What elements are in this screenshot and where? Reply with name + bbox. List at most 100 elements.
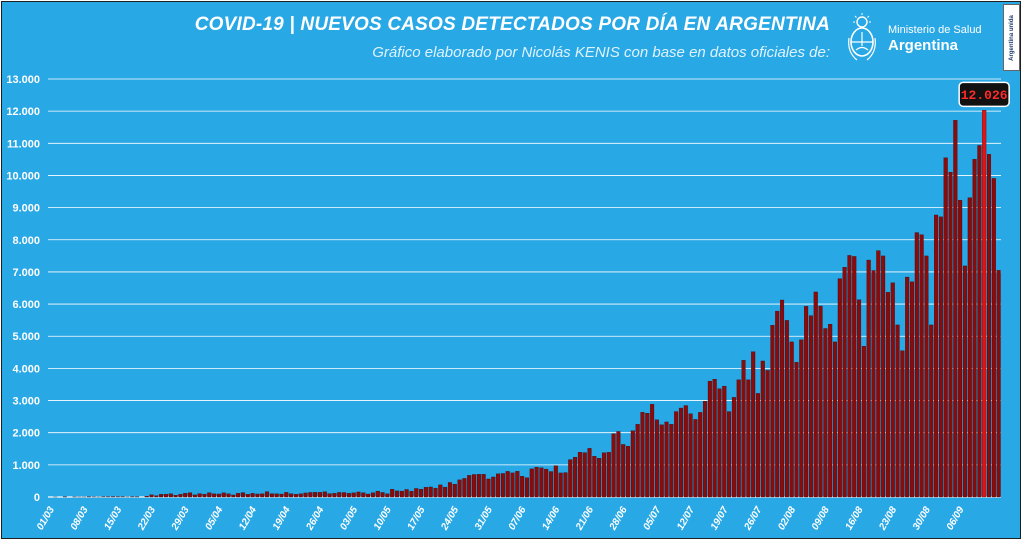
y-tick-label: 5.000 — [12, 331, 40, 343]
bar — [741, 360, 746, 498]
chart-title: COVID-19 | NUEVOS CASOS DETECTADOS POR D… — [194, 14, 830, 35]
bar — [967, 197, 972, 498]
bar — [226, 493, 231, 498]
bar — [298, 493, 303, 498]
bar — [491, 476, 496, 498]
bar — [385, 493, 390, 498]
x-tick-label: 16/08 — [844, 505, 866, 533]
bar — [626, 446, 631, 498]
y-tick-label: 11.000 — [7, 138, 40, 150]
x-tick-label: 05/04 — [203, 505, 225, 533]
bar — [818, 305, 823, 498]
bar — [866, 259, 871, 498]
bar — [674, 411, 679, 498]
bar — [953, 120, 958, 498]
bar — [900, 350, 905, 498]
bar — [885, 292, 890, 498]
bar — [669, 424, 674, 498]
bar — [524, 477, 529, 498]
x-tick-label: 02/08 — [776, 505, 798, 533]
bar — [289, 493, 294, 498]
x-tick-label: 15/03 — [102, 505, 124, 533]
x-tick-label: 17/05 — [406, 505, 428, 533]
y-tick-label: 0 — [34, 492, 40, 504]
bar — [231, 494, 236, 498]
bar — [784, 320, 789, 498]
bar — [500, 473, 505, 498]
y-tick-label: 3.000 — [12, 396, 40, 408]
bar — [919, 234, 924, 498]
bar — [240, 492, 245, 498]
bar — [356, 491, 361, 498]
bar — [438, 484, 443, 498]
bar — [659, 424, 664, 498]
bar — [476, 474, 481, 498]
bar — [837, 278, 842, 498]
bar — [192, 494, 197, 498]
bar — [380, 492, 385, 498]
bar — [202, 494, 207, 498]
bar — [370, 492, 375, 498]
brand-text: Argentina unida — [1008, 14, 1015, 61]
bar — [934, 214, 939, 498]
bar — [573, 456, 578, 498]
bar — [731, 397, 736, 498]
bar — [144, 496, 149, 498]
y-axis: 0 1.000 2.000 3.000 4.000 5.000 6.000 7.000 8.00… — [6, 74, 40, 504]
bar — [958, 200, 963, 498]
ministry-name: Ministerio de Salud — [888, 24, 982, 36]
x-tick-label: 12/07 — [675, 505, 697, 533]
bar — [938, 216, 943, 498]
bar — [520, 476, 525, 498]
bar — [168, 493, 173, 498]
x-tick-label: 01/03 — [35, 505, 57, 533]
bar — [876, 250, 881, 498]
bar — [746, 379, 751, 498]
bar — [159, 494, 164, 498]
bar — [221, 492, 226, 498]
bar — [765, 370, 770, 498]
x-tick-label: 21/06 — [574, 505, 597, 533]
bar — [236, 493, 241, 498]
bar — [924, 255, 929, 498]
bar — [683, 405, 688, 498]
bar — [943, 157, 948, 498]
bar — [587, 448, 592, 498]
bar — [207, 492, 212, 498]
bar — [173, 495, 178, 498]
x-tick-label: 06/09 — [945, 505, 967, 533]
bar — [808, 315, 813, 498]
bar — [467, 475, 472, 498]
bar — [337, 492, 342, 498]
bar — [592, 456, 597, 498]
bar — [419, 489, 424, 498]
bar — [972, 159, 977, 498]
y-tick-label: 2.000 — [12, 428, 40, 440]
bar — [457, 479, 462, 498]
bar — [804, 306, 809, 498]
bar — [717, 388, 722, 498]
bar — [279, 493, 284, 498]
bar — [351, 492, 356, 498]
bar — [510, 472, 515, 498]
bar — [303, 492, 308, 498]
ministry-logo: Ministerio de Salud Argentina — [845, 12, 995, 66]
bar — [269, 493, 274, 498]
x-tick-label: 31/05 — [473, 505, 495, 533]
x-tick-label: 07/06 — [507, 505, 529, 533]
bar — [375, 490, 380, 498]
bar — [693, 419, 698, 498]
bar — [789, 341, 794, 498]
bar — [505, 471, 510, 498]
bar — [529, 468, 534, 498]
bar — [621, 444, 626, 498]
bar — [688, 413, 693, 498]
bar — [245, 494, 250, 498]
x-tick-label: 24/05 — [439, 505, 462, 533]
bar — [452, 483, 457, 498]
bar — [852, 256, 857, 498]
bar — [462, 478, 467, 498]
bar — [577, 452, 582, 498]
bar — [390, 489, 395, 498]
bar — [154, 495, 159, 498]
